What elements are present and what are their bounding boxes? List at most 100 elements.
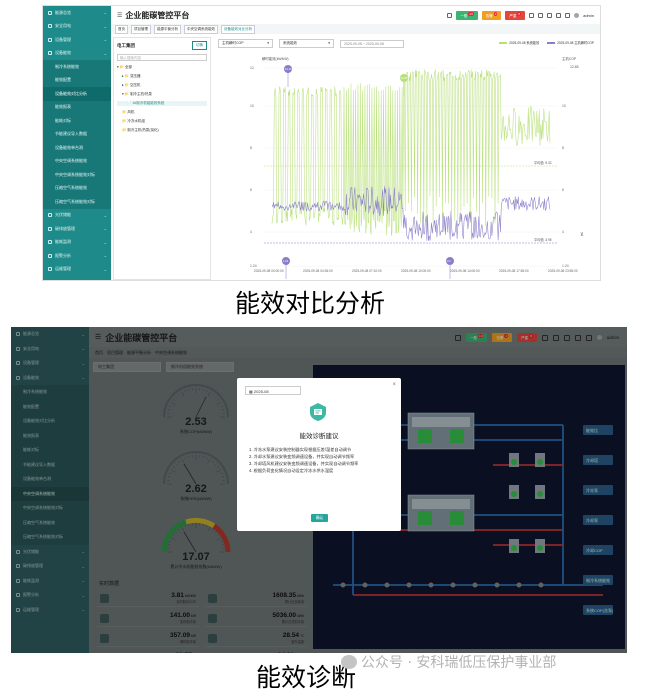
breadcrumb-item[interactable]: 能源平衡分析 [154,25,181,34]
sidebar-item[interactable]: 设备能效对比分析 [43,87,111,101]
sidebar-item[interactable]: 能耗监测⌄ [43,236,111,250]
alarm-count-badge: 13 [468,12,473,16]
sidebar-item[interactable]: 节能建议导入数据 [43,128,111,142]
sidebar-item[interactable]: 能效配置 [43,74,111,88]
breadcrumb-item[interactable]: 首页 [115,25,128,34]
caption-efficiency-comparison: 能效对比分析 [235,284,385,320]
legend-item-system[interactable]: 2025-09-08 系统能效 [499,40,539,45]
month-picker[interactable]: ▦ 2025-08 [245,386,301,395]
menu-icon [48,51,52,55]
sidebar-item[interactable]: 能源总览⌄ [43,6,111,20]
x-tick: 2025-09-08 07:10:00 [352,269,382,273]
sidebar-item[interactable]: 中央空调系统能效对标 [43,168,111,182]
tree-node[interactable]: ▾ 📁 制冷主机/热泵 [117,92,207,97]
breadcrumb-item[interactable]: 项目管理 [131,25,151,34]
sidebar-item-label: 报警分析 [55,253,71,259]
fullscreen-icon[interactable] [547,13,552,18]
sidebar-item[interactable]: 光伏储能⌄ [43,209,111,223]
tree-node[interactable]: 📄 1#制冷机组能效系统 [117,101,207,106]
sidebar-item[interactable]: 安全用电⌄ [43,20,111,34]
breadcrumb: 首页项目管理能源平衡分析中央空调系统能效设备能效对比分析 [111,24,600,34]
comparison-chart-panel: 主机瞬时COP▾ 系统能效▾ 2025-09-08 ~ 2025-09-08 2… [214,37,600,280]
breadcrumb-item[interactable]: 设备能效对比分析 [221,25,255,34]
y-right-tick: 6 [562,188,564,192]
username[interactable]: admin [583,13,594,18]
shirt-icon[interactable] [565,13,570,18]
alarm-tag[interactable]: 告警2 [482,11,502,20]
menu-icon [48,38,52,42]
switch-button[interactable]: 切换 [192,41,207,50]
tree-node[interactable]: 📁 风机 [117,110,207,115]
menu-toggle-icon[interactable]: ☰ [117,12,122,19]
sidebar-item[interactable]: 设备管理⌄ [43,33,111,47]
screen-icon[interactable] [538,13,543,18]
settings-icon[interactable] [556,13,561,18]
sidebar-item-label: 能效配置 [55,77,71,83]
date-range-picker[interactable]: 2025-09-08 ~ 2025-09-08 [340,40,404,48]
sidebar-item-label: 运维管理 [55,266,71,272]
y-right-tick: 8 [562,146,564,150]
pin-label: 12.65 [401,76,408,80]
tree-node[interactable]: ▸ 📁 变压器 [117,74,207,79]
alarm-tag-label: 严重 [509,14,516,18]
drag-handle-icon[interactable]: ⊻ [580,232,584,238]
close-icon[interactable]: × [392,382,396,388]
eye-icon[interactable] [529,13,534,18]
menu-icon [48,11,52,15]
sidebar-item-label: 碳排放管理 [55,226,75,232]
y-tick: 1.24 [250,264,257,268]
sidebar-item-label: 中央空调系统能效 [55,158,87,164]
compare-select[interactable]: 系统能效▾ [279,39,334,48]
sidebar-item[interactable]: 能耗对标 [43,114,111,128]
tree-node[interactable]: ▾ 📁 全部 [117,65,207,70]
chevron-down-icon: ⌄ [104,226,107,231]
tree-node[interactable]: 📁 制冷主机/热泵(溴化) [117,128,207,133]
sidebar-item[interactable]: 能效报表 [43,101,111,115]
y-right-tick: 1.24 [562,264,569,268]
series-system-efficiency [272,69,550,235]
sidebar-item[interactable]: 设备能效单台测 [43,141,111,155]
watermark: 公众号 · 安科瑞低压保护事业部 [341,652,556,672]
sidebar-item-label: 设备能效单台测 [55,145,83,151]
sidebar-item[interactable]: 报警分析 ⌄ [43,249,111,263]
search-icon[interactable] [447,13,452,18]
x-tick: 2025-09-08 10:00:00 [401,269,431,273]
sidebar-item[interactable]: 运维管理⌄ [43,263,111,277]
sidebar-item-label: 压缩空气系统能效对标 [55,199,95,205]
sidebar-item[interactable]: 压缩空气系统能效对标 [43,195,111,209]
pin-label: 0.3 [447,259,451,263]
menu-icon [48,267,52,271]
alarm-count-badge: 2 [494,12,498,16]
avatar[interactable] [574,13,579,18]
confirm-button[interactable]: 确认 [311,514,328,522]
menu-icon [48,240,52,244]
sidebar-item[interactable]: 中央空调系统能效 [43,155,111,169]
sidebar-item-label: 能耗对标 [55,118,71,124]
alarm-tag[interactable]: 一般13 [456,11,477,20]
sidebar-item[interactable]: 碳排放管理 ⌄ [43,222,111,236]
legend-item-cop[interactable]: 2025-09-08 主机瞬时COP [547,40,594,45]
chevron-down-icon: ⌄ [104,253,107,258]
suggestion-item: 4. 根据负荷变化情况自动设定冷冻水供水温度 [249,467,391,474]
diagnosis-modal: ▦ 2025-08 × 能效诊断建议 1. 冷冻水泵建议安装控制器实现根据压差/… [237,378,401,531]
breadcrumb-item[interactable]: 中央空调系统能效 [184,25,218,34]
chevron-down-icon: ⌄ [104,51,107,56]
sidebar-item-label: 安全用电 [55,23,71,29]
sidebar-item[interactable]: 设备能效⌄ [43,47,111,61]
tree-node[interactable]: 📁 冷冻水机组 [117,119,207,124]
sidebar-item[interactable]: 压缩空气系统能效 [43,182,111,196]
tree-search-input[interactable]: 输入搜索内容 [117,54,207,61]
x-tick: 2025-09-08 04:35:00 [303,269,333,273]
alarm-tag[interactable]: 严重8 [505,11,525,20]
y-tick: 12 [250,66,254,70]
suggestion-item: 3. 冷却塔风机建议安装变频调速设备，并实现自动调节频率 [249,460,391,467]
pin-label: 12.14 [285,67,292,71]
tree-node[interactable]: ▸ 📁 空压机 [117,83,207,88]
sidebar-item[interactable]: 制冷系统能效 [43,60,111,74]
sidebar-item-label: 光伏储能 [55,212,71,218]
metric-select[interactable]: 主机瞬时COP▾ [218,39,273,48]
sidebar: 能源总览⌄安全用电⌄设备管理⌄设备能效⌄制冷系统能效能效配置设备能效对比分析能效… [43,6,111,281]
sidebar-item-label: 设备能效对比分析 [55,91,87,97]
y-right-tick: 10 [562,104,566,108]
